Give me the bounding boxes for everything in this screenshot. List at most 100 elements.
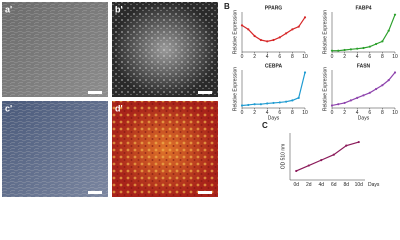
data-line xyxy=(296,141,359,172)
x-tick-label: 2 xyxy=(343,54,346,60)
data-point xyxy=(393,13,397,16)
panel-label: B xyxy=(224,2,230,11)
x-tick-label: 8 xyxy=(381,110,384,116)
data-point xyxy=(332,153,335,156)
data-point xyxy=(349,99,352,102)
data-point xyxy=(295,169,298,173)
x-tick-label: 10 xyxy=(392,54,398,60)
x-tick-label: 4 xyxy=(356,110,359,116)
x-tick-label: 0 xyxy=(331,54,334,60)
scale-bar xyxy=(198,91,212,94)
data-point xyxy=(247,103,250,107)
x-tick-label: 10 xyxy=(392,110,398,116)
data-point xyxy=(330,104,334,107)
data-point xyxy=(253,34,256,38)
y-axis-label: Relative Expression xyxy=(232,67,238,111)
data-point xyxy=(320,159,323,162)
data-point xyxy=(393,71,397,74)
data-point xyxy=(387,79,390,82)
data-point xyxy=(272,101,275,105)
data-point xyxy=(253,103,256,106)
data-point xyxy=(375,87,378,91)
data-point xyxy=(345,144,348,147)
data-line xyxy=(241,72,306,107)
x-tick-label: 10 xyxy=(302,110,308,116)
data-point xyxy=(272,38,275,42)
data-point xyxy=(285,32,288,35)
x-tick-label: 6 xyxy=(368,54,371,60)
data-point xyxy=(266,40,269,43)
data-point xyxy=(375,42,378,46)
data-line xyxy=(241,16,306,42)
data-point xyxy=(291,99,294,102)
micrograph-texture xyxy=(2,101,108,197)
x-tick-label: 10 xyxy=(302,54,308,60)
x-tick-label: 2 xyxy=(253,110,256,116)
x-tick-label: 6 xyxy=(278,110,281,116)
data-point xyxy=(303,16,307,19)
x-tick-label: 0 xyxy=(241,54,244,60)
data-point xyxy=(259,38,262,42)
chart-title: FASN xyxy=(357,63,371,69)
data-point xyxy=(240,104,244,107)
x-tick-label: 0d xyxy=(293,182,299,188)
y-axis-label: Relative Expression xyxy=(232,10,238,54)
data-point xyxy=(278,36,281,39)
image-label: b' xyxy=(115,4,123,14)
data-point xyxy=(368,91,371,94)
image-label: c' xyxy=(5,103,12,113)
data-line xyxy=(331,72,396,107)
micrographs: a' b' c' d' xyxy=(2,2,218,197)
data-line xyxy=(332,14,396,52)
data-point xyxy=(291,28,294,31)
micrograph-texture xyxy=(2,2,108,97)
data-point xyxy=(368,45,371,48)
data-point xyxy=(381,84,384,87)
data-point xyxy=(285,100,288,103)
data-point xyxy=(330,49,334,52)
data-point xyxy=(337,49,340,52)
chart-title: CEBPA xyxy=(265,63,283,69)
data-point xyxy=(337,103,340,106)
x-tick-label: 0 xyxy=(241,110,244,116)
data-point xyxy=(278,101,281,104)
x-tick-label: 0 xyxy=(331,110,334,116)
x-tick-label: 10d xyxy=(355,182,364,188)
data-point xyxy=(266,102,269,105)
chart-title: PPARG xyxy=(265,5,283,11)
y-axis-label: Relative Expression xyxy=(322,10,328,54)
data-point xyxy=(297,25,300,28)
data-point xyxy=(356,47,359,50)
data-point xyxy=(343,101,346,105)
x-tick-label: 4 xyxy=(356,54,359,60)
figure: a' b' c' d' B C PPARG Relative Expression… xyxy=(2,2,398,197)
scale-bar xyxy=(88,191,102,194)
x-tick-label: 2d xyxy=(306,182,312,188)
data-point xyxy=(303,71,307,74)
data-point xyxy=(297,96,300,99)
x-axis-label: Days xyxy=(368,182,380,188)
image-label: a' xyxy=(5,4,12,14)
x-tick-label: 8d xyxy=(343,182,349,188)
x-tick-label: 2 xyxy=(343,110,346,116)
data-point xyxy=(349,48,352,51)
panel-label: C xyxy=(262,121,268,130)
data-point xyxy=(362,94,365,97)
x-axis-label: Days xyxy=(358,115,370,121)
scale-bar xyxy=(198,191,212,194)
data-point xyxy=(240,24,244,27)
data-point xyxy=(259,103,262,106)
data-point xyxy=(362,46,365,50)
y-axis-label: Relative Expression xyxy=(322,67,328,111)
x-tick-label: 8 xyxy=(291,54,294,60)
data-point xyxy=(381,40,384,43)
micrograph-texture xyxy=(112,2,218,97)
x-axis-label: Days xyxy=(268,115,280,121)
x-tick-label: 4d xyxy=(318,182,324,188)
data-point xyxy=(307,164,310,167)
chart-title: FABP4 xyxy=(355,5,371,11)
data-point xyxy=(343,48,346,52)
x-tick-label: 2 xyxy=(253,54,256,60)
data-point xyxy=(356,96,359,99)
x-tick-label: 6d xyxy=(331,182,337,188)
